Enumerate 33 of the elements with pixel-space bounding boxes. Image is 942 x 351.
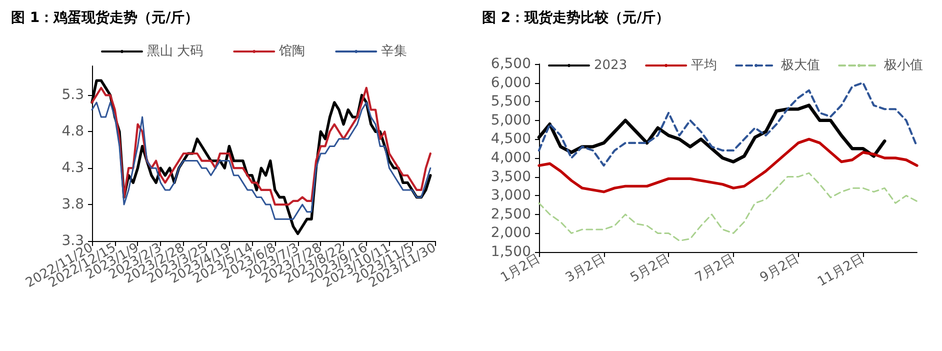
legend-label: 极大值 — [780, 58, 820, 73]
x-tick-label: 11月2日 — [815, 252, 867, 290]
chart-title: 图 2：现货走势比较（元/斤） — [482, 9, 670, 26]
y-tick-label: 6,500 — [490, 56, 531, 72]
line-series — [538, 82, 918, 167]
y-tick-label: 3.8 — [62, 196, 84, 213]
legend-label: 辛集 — [381, 44, 408, 59]
chart-title: 图 1：鸡蛋现货走势（元/斤） — [11, 9, 199, 26]
y-tick-label: 4,000 — [490, 150, 531, 166]
y-tick-label: 4.8 — [62, 124, 84, 140]
y-tick-label: 2,500 — [490, 206, 531, 222]
legend-label: 黑山 大码 — [147, 44, 204, 59]
y-tick-label: 4.3 — [62, 160, 84, 176]
line-series — [538, 138, 918, 194]
y-tick-label: 3,500 — [490, 168, 531, 185]
legend-label: 平均 — [691, 58, 718, 73]
line-series — [538, 172, 918, 242]
legend-label: 极小值 — [883, 58, 924, 73]
line-series — [91, 102, 432, 220]
x-tick-label: 9月2日 — [758, 252, 802, 286]
x-tick-label: 7月2日 — [692, 252, 738, 286]
x-tick-label: 5月2日 — [628, 252, 672, 286]
legend-label: 2023 — [594, 58, 628, 73]
line-series — [90, 86, 432, 206]
x-tick-label: 3月2日 — [563, 252, 608, 286]
y-tick-label: 5,500 — [490, 94, 531, 110]
y-tick-label: 6,000 — [490, 74, 531, 91]
y-tick-label: 5,000 — [490, 112, 531, 128]
y-tick-label: 4,500 — [490, 131, 531, 148]
y-tick-label: 5.3 — [62, 87, 84, 104]
y-tick-label: 2,000 — [490, 225, 531, 242]
legend-label: 馆陶 — [278, 44, 306, 59]
y-tick-label: 3,000 — [490, 188, 531, 204]
